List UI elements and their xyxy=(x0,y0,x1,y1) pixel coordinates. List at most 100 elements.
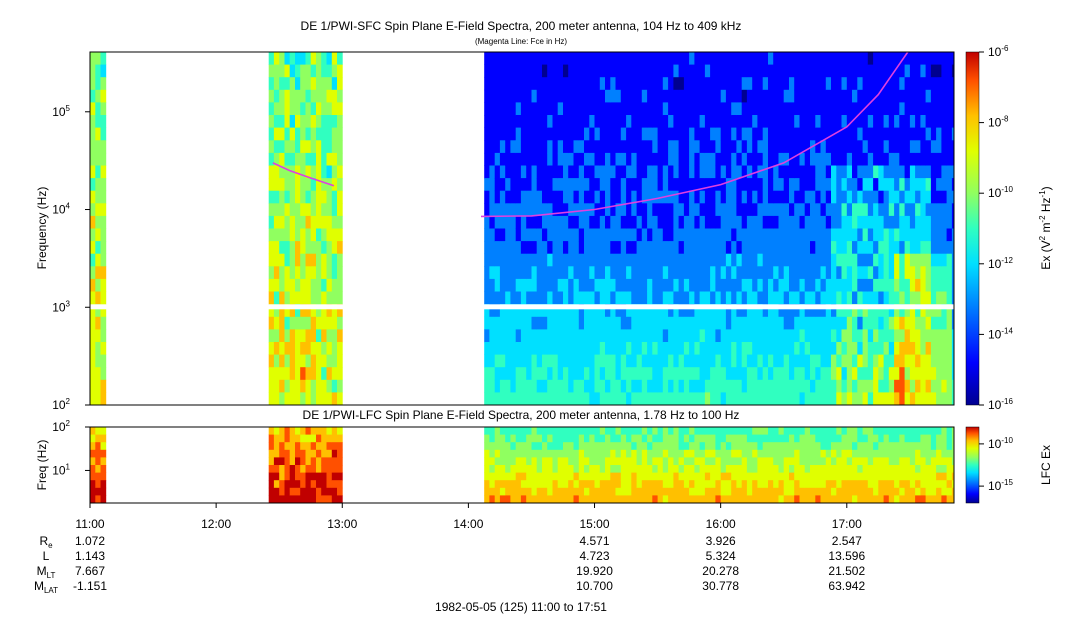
sfc-cell xyxy=(878,266,884,280)
sfc-cell xyxy=(100,367,107,381)
sfc-cell xyxy=(636,342,643,355)
sfc-cell xyxy=(531,304,538,318)
lfc-cell xyxy=(489,487,496,496)
sfc-cell xyxy=(736,253,743,267)
sfc-cell xyxy=(741,102,748,116)
sfc-cell xyxy=(673,379,680,393)
sfc-cell xyxy=(804,367,811,381)
sfc-cell xyxy=(542,140,548,154)
sfc-cell xyxy=(494,190,501,204)
lfc-cell xyxy=(930,465,937,473)
sfc-cell xyxy=(515,304,522,318)
lfc-cell xyxy=(725,449,732,458)
sfc-cell xyxy=(762,152,769,166)
lfc-cell xyxy=(589,472,595,481)
sfc-cell xyxy=(279,203,285,217)
sfc-cell xyxy=(594,291,601,305)
lfc-cell xyxy=(657,449,664,458)
lfc-cell xyxy=(951,480,954,489)
lfc-cell xyxy=(894,457,900,466)
lfc-cell xyxy=(268,427,275,435)
sfc-cell xyxy=(930,379,937,393)
lfc-cell xyxy=(883,442,890,451)
sfc-cell xyxy=(610,127,616,141)
lfc-cell xyxy=(589,449,595,458)
sfc-cell xyxy=(484,266,490,280)
sfc-cell xyxy=(557,115,564,128)
lfc-cell xyxy=(557,449,564,458)
lfc-cell xyxy=(599,427,606,435)
sfc-cell xyxy=(337,89,343,103)
sfc-cell xyxy=(715,228,722,242)
sfc-cell xyxy=(505,253,511,267)
sfc-cell xyxy=(752,215,758,229)
lfc-cell xyxy=(520,427,527,435)
lfc-cell xyxy=(888,495,895,503)
sfc-cell xyxy=(594,140,601,154)
sfc-cell xyxy=(499,178,506,192)
sfc-cell xyxy=(857,190,863,204)
ephemeris-row-label: L xyxy=(43,549,50,563)
sfc-cell xyxy=(815,228,821,242)
sfc-cell xyxy=(710,304,716,318)
lfc-cell xyxy=(873,427,879,435)
sfc-cell xyxy=(694,140,701,154)
sfc-cell xyxy=(857,392,863,405)
lfc-cell xyxy=(804,442,811,451)
sfc-cell xyxy=(578,127,585,141)
sfc-cell xyxy=(305,127,312,141)
sfc-cell xyxy=(494,140,501,154)
x-tick-label: 16:00 xyxy=(706,517,736,531)
sfc-cell xyxy=(704,203,711,217)
sfc-cell xyxy=(300,203,306,217)
lfc-cell xyxy=(599,487,606,496)
lfc-cell xyxy=(552,449,559,458)
sfc-cell xyxy=(867,354,874,368)
lfc-cell xyxy=(641,480,648,489)
lfc-cell xyxy=(704,457,711,466)
sfc-cell xyxy=(594,115,601,128)
lfc-cell xyxy=(615,427,622,435)
sfc-cell xyxy=(883,215,890,229)
sfc-cell xyxy=(305,89,312,103)
ephemeris-value: 5.324 xyxy=(706,549,736,563)
lfc-cell xyxy=(331,480,338,489)
sfc-cell xyxy=(883,89,890,103)
sfc-cell xyxy=(510,52,517,65)
sfc-cell xyxy=(736,77,743,91)
sfc-cell xyxy=(941,291,948,305)
sfc-cell xyxy=(768,140,774,154)
lfc-cell xyxy=(316,457,322,466)
sfc-cell xyxy=(699,291,706,305)
sfc-cell xyxy=(610,291,616,305)
sfc-cell xyxy=(820,102,827,116)
sfc-cell xyxy=(536,278,543,292)
sfc-cell xyxy=(904,304,911,318)
sfc-cell xyxy=(699,190,706,204)
sfc-cell xyxy=(857,278,863,292)
sfc-cell xyxy=(300,354,306,368)
sfc-cell xyxy=(725,291,732,305)
sfc-cell xyxy=(762,291,769,305)
sfc-cell xyxy=(846,77,853,91)
sfc-cell xyxy=(804,379,811,393)
lfc-cell xyxy=(704,449,711,458)
sfc-cell xyxy=(589,140,595,154)
lfc-cell xyxy=(820,457,827,466)
sfc-cell xyxy=(936,152,942,166)
sfc-cell xyxy=(584,304,590,318)
sfc-cell xyxy=(915,64,921,78)
sfc-cell xyxy=(857,165,863,179)
sfc-cell xyxy=(720,329,727,343)
sfc-cell xyxy=(662,165,669,179)
sfc-cell xyxy=(741,89,748,103)
sfc-cell xyxy=(647,152,653,166)
lfc-cell xyxy=(337,457,343,466)
lfc-cell xyxy=(542,442,548,451)
sfc-cell xyxy=(941,316,948,330)
sfc-cell xyxy=(584,241,590,255)
lfc-cell xyxy=(90,434,96,443)
sfc-cell xyxy=(762,278,769,292)
sfc-cell xyxy=(505,89,511,103)
sfc-cell xyxy=(295,278,301,292)
